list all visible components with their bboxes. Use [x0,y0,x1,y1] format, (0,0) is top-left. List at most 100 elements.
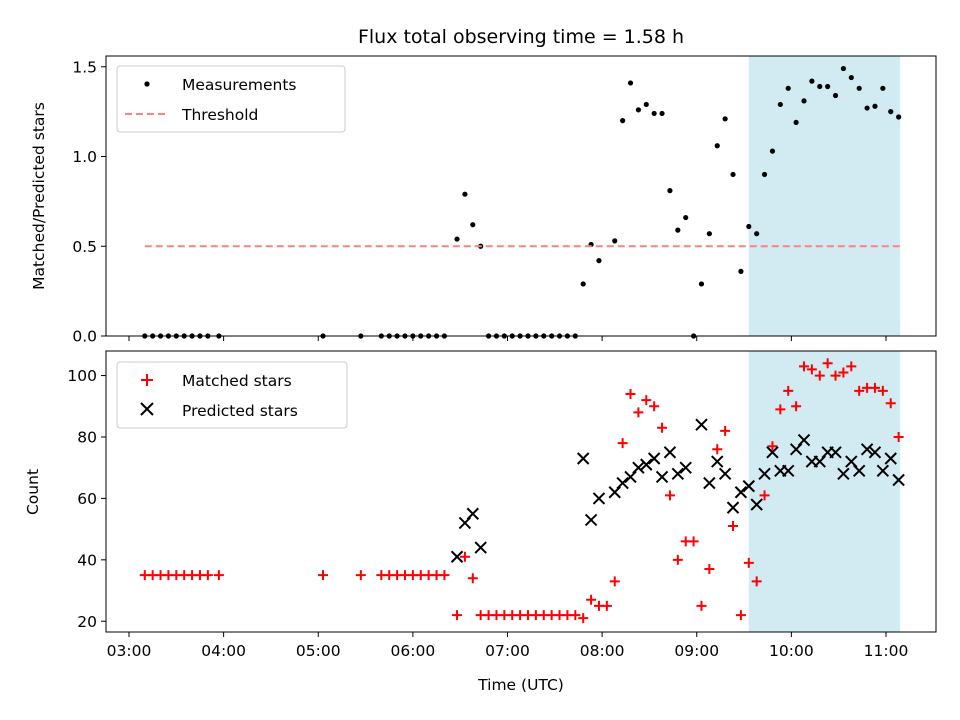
count-series-1-point-42 [892,473,905,487]
ratio-series-0-point-46 [659,110,665,117]
count-series-0-point-60 [759,490,770,501]
x-tick-label-1: 04:00 [201,642,246,660]
count-y-axis-label: Count [24,469,42,515]
count-observing-window [748,351,901,632]
legend-matched-marker [141,374,153,386]
legend-matched-label: Matched stars [182,372,292,390]
ratio-series-0-point-44 [643,101,649,108]
ratio-series-0-point-74 [880,85,886,91]
count-series-0-point-45 [641,395,652,406]
count-series-0-point-63 [783,385,794,396]
ratio-series-0-point-52 [706,231,712,237]
ratio-series-0-point-61 [777,101,783,108]
ratio-y-axis-label: Matched/Predicted stars [30,102,48,290]
ratio-panel: 0.0 0.5 1.0 1.5 Matched/Predicted stars Mea… [30,55,937,346]
ratio-series-0-point-47 [667,188,673,194]
ratio-series-0-point-63 [793,119,799,126]
count-series-1-point-18 [703,476,716,490]
ratio-series-0-point-67 [825,83,831,90]
ratio-series-0-point-54 [722,116,728,122]
ratio-y-tick-label-0: 0.0 [72,328,97,346]
ratio-series-0-point-73 [872,103,878,109]
count-series-0-point-54 [712,444,723,455]
count-series-0-point-47 [657,422,668,433]
ratio-series-0-point-23 [470,222,476,228]
ratio-y-tick-label-1: 0.5 [72,238,97,256]
count-series-0-point-38 [586,594,597,605]
count-series-1-point-15 [671,467,685,481]
count-series-0-point-77 [893,431,904,442]
count-series-1-point-26 [766,446,779,459]
count-series-0-point-22 [459,551,470,562]
x-tick-label-5: 08:00 [580,642,625,660]
count-series-1-point-3 [474,541,487,554]
legend-predicted-marker [140,402,154,416]
count-series-0-point-46 [649,401,660,412]
chart-title: Flux total observing time = 1.58 h [358,26,684,48]
x-tick-label-7: 10:00 [769,642,814,660]
count-series-1-point-11 [640,458,653,471]
count-legend: Matched stars Predicted stars [116,361,348,429]
ratio-series-0-point-45 [651,110,657,117]
count-series-0-point-66 [806,364,817,375]
x-tick-label-0: 03:00 [107,642,152,660]
count-series-1-point-8 [616,476,629,490]
ratio-series-0-point-41 [620,118,626,124]
count-series-0-point-42 [617,438,628,449]
count-series-1-point-17 [695,418,708,431]
ratio-series-0-point-59 [761,171,768,178]
count-series-0-point-21 [452,610,463,621]
count-series-1-point-4 [576,452,590,465]
ratio-series-0-point-72 [864,105,870,111]
x-tick-label-8: 11:00 [864,642,909,660]
legend-measurements-label: Measurements [182,76,297,94]
count-series-1-point-23 [742,479,756,493]
count-series-0-point-64 [791,401,802,412]
count-series-0-point-70 [838,367,849,378]
count-series-0-point-11 [355,570,366,581]
ratio-series-0-point-51 [698,281,705,287]
x-tick-label-2: 05:00 [296,642,341,660]
legend-predicted-label: Predicted stars [182,402,298,420]
x-axis-label: Time (UTC) [477,676,564,694]
count-series-0-point-56 [728,521,739,532]
count-series-0-point-62 [775,404,786,415]
count-series-0-point-40 [601,600,612,611]
ratio-series-0-point-60 [769,148,776,154]
ratio-series-0-point-75 [888,109,894,115]
count-series-1-point-5 [584,513,598,527]
count-y-tick-label-2: 60 [77,490,97,508]
ratio-series-0-point-55 [730,171,736,178]
ratio-series-0-point-66 [817,83,823,90]
ratio-series-0-point-48 [675,227,681,233]
count-series-1-point-6 [592,492,606,505]
legend-measurements-marker [144,81,150,87]
count-series-1-point-28 [782,464,795,477]
count-series-0-point-23 [467,573,478,584]
count-series-1-point-21 [726,501,740,514]
count-series-1-point-2 [466,507,480,520]
ratio-series-0-point-43 [635,107,641,113]
count-series-0-point-41 [609,576,620,587]
count-series-0-point-43 [625,388,636,399]
ratio-series-0-point-21 [454,236,460,242]
count-series-0-point-49 [672,554,683,565]
ratio-series-0-point-40 [612,238,618,244]
count-series-1-point-16 [679,461,692,474]
ratio-series-0-point-76 [896,114,902,120]
count-series-1-point-37 [852,464,866,477]
ratio-series-0-point-64 [801,98,807,104]
count-series-1-point-10 [632,461,645,474]
count-series-1-point-41 [884,452,897,465]
count-series-1-point-40 [876,464,890,477]
count-series-0-point-55 [720,425,731,436]
count-y-tick-label-4: 100 [67,367,97,385]
count-series-0-point-65 [798,361,809,372]
count-series-1-point-13 [655,470,669,484]
count-series-0-point-69 [830,370,841,381]
count-panel-frame [105,350,937,633]
count-series-1-point-20 [718,467,732,481]
count-series-1-point-35 [837,467,850,481]
count-series-0-point-53 [704,564,715,575]
ratio-series-0-point-65 [809,78,815,84]
